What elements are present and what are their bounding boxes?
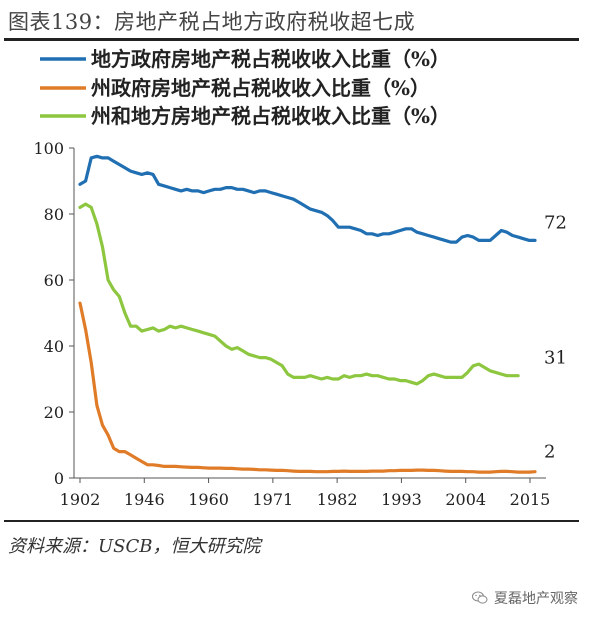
series-end-label-3: 31 (544, 348, 567, 369)
series-end-label-1: 72 (544, 212, 567, 233)
legend-label-3: 州和地方房地产税占税收收入比重（%） (91, 104, 450, 128)
series-line-1 (78, 154, 537, 244)
y-tick-label: 80 (44, 205, 64, 224)
y-tick-label: 40 (44, 337, 64, 356)
chart-series-lines (78, 154, 537, 474)
legend-label-2: 州政府房地产税占税收收入比重（%） (91, 76, 430, 100)
figure-title: 图表139：房地产税占地方政府税收超七成 (8, 10, 416, 34)
y-tick-label: 20 (44, 403, 64, 422)
x-tick-label: 1982 (317, 490, 358, 509)
x-tick-label: 2015 (510, 490, 551, 509)
series-end-labels: 72 2 31 (544, 212, 567, 462)
x-tick-label: 1946 (124, 490, 165, 509)
y-tick-label: 0 (54, 469, 64, 488)
x-tick-label: 1971 (252, 490, 293, 509)
source-divider (4, 520, 579, 522)
series-line-3 (78, 202, 520, 386)
x-tick-label: 2004 (445, 490, 486, 509)
series-end-label-2: 2 (544, 442, 555, 463)
x-tick-label: 1993 (381, 490, 422, 509)
x-tick-label: 1960 (188, 490, 229, 509)
wechat-icon (472, 591, 488, 604)
y-tick-label: 60 (44, 271, 64, 290)
title-divider (4, 38, 579, 41)
legend-label-1: 地方政府房地产税占税收收入比重（%） (91, 47, 450, 71)
series-line-2 (78, 301, 537, 474)
chart-legend: 地方政府房地产税占税收收入比重（%） 州政府房地产税占税收收入比重（%） 州和地方房… (40, 47, 450, 128)
x-tick-label: 1902 (60, 490, 101, 509)
y-tick-label: 100 (33, 139, 64, 158)
chart-axes: 0 20 40 60 80 100 1902 1946 1960 1971 1982 1993 2004… (33, 139, 550, 509)
watermark-text: 夏磊地产观察 (494, 591, 578, 607)
source-note: 资料来源：USCB，恒大研究院 (8, 536, 261, 557)
watermark: 夏磊地产观察 (472, 588, 578, 608)
line-chart: 0 20 40 60 80 100 1902 1946 1960 1971 1982 1993 2004… (33, 47, 567, 509)
